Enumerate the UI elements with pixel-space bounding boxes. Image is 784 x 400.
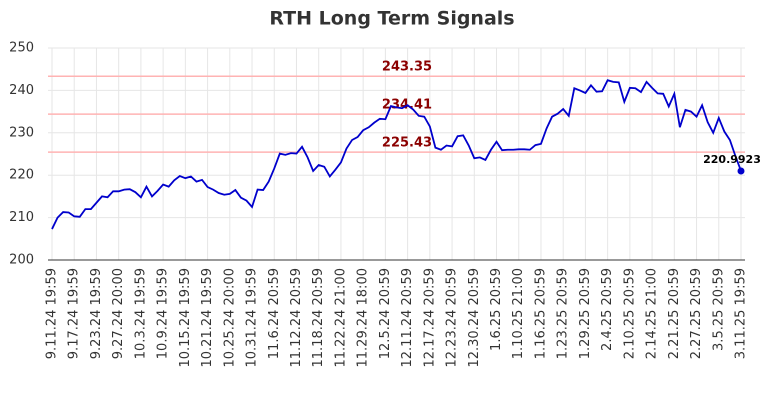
- x-tick-label: 10.21.24 19:59: [200, 268, 215, 368]
- x-tick-label: 10.9.24 19:59: [156, 268, 171, 359]
- x-tick-label: 12.30.24 20:59: [467, 268, 482, 368]
- x-tick-label: 2.14.25 21:00: [645, 268, 660, 359]
- x-tick-label: 11.22.24 21:00: [333, 268, 348, 368]
- x-tick-label: 11.29.24 18:00: [356, 268, 371, 368]
- x-tick-label: 12.5.24 20:59: [378, 268, 393, 359]
- x-tick-label: 12.23.24 20:59: [445, 268, 460, 368]
- x-tick-label: 1.6.25 20:59: [489, 268, 504, 351]
- x-tick-label: 1.16.25 20:59: [533, 268, 548, 359]
- last-point: [737, 167, 745, 175]
- x-tick-label: 11.12.24 20:59: [289, 268, 304, 368]
- x-tick-label: 1.29.25 20:59: [578, 268, 593, 359]
- chart-title: RTH Long Term Signals: [269, 8, 514, 30]
- x-tick-label: 9.17.24 19:59: [67, 268, 82, 359]
- x-tick-label: 2.21.25 20:59: [667, 268, 682, 359]
- y-tick-label: 240: [9, 83, 34, 98]
- x-tick-label: 9.27.24 20:00: [111, 268, 126, 359]
- x-tick-label: 10.25.24 20:00: [222, 268, 237, 368]
- x-tick-label: 2.10.25 20:59: [622, 268, 637, 359]
- x-tick-label: 1.10.25 21:00: [511, 268, 526, 359]
- y-tick-label: 220: [9, 168, 34, 183]
- level-label: 243.35: [382, 60, 432, 75]
- x-tick-label: 10.31.24 19:59: [245, 268, 260, 368]
- y-tick-label: 210: [9, 210, 34, 225]
- x-tick-label: 12.17.24 20:59: [422, 268, 437, 368]
- y-tick-label: 250: [9, 41, 34, 56]
- level-label: 225.43: [382, 136, 432, 151]
- x-tick-label: 10.3.24 19:59: [133, 268, 148, 359]
- x-tick-label: 2.4.25 20:59: [600, 268, 615, 351]
- y-tick-label: 200: [9, 253, 34, 268]
- x-tick-label: 2.27.25 20:59: [689, 268, 704, 359]
- x-tick-label: 3.11.25 19:59: [734, 268, 749, 359]
- last-value-label: 220.9923: [703, 153, 761, 166]
- x-tick-label: 9.11.24 19:59: [45, 268, 60, 359]
- x-tick-label: 12.11.24 20:59: [400, 268, 415, 368]
- x-tick-label: 11.6.24 20:59: [267, 268, 282, 359]
- x-tick-label: 10.15.24 19:59: [178, 268, 193, 368]
- x-tick-label: 11.18.24 20:59: [311, 268, 326, 368]
- y-tick-label: 230: [9, 125, 34, 140]
- x-tick-label: 1.23.25 20:59: [556, 268, 571, 359]
- x-tick-label: 3.5.25 20:59: [711, 268, 726, 351]
- x-tick-label: 9.23.24 19:59: [89, 268, 104, 359]
- data-line: [51, 79, 742, 230]
